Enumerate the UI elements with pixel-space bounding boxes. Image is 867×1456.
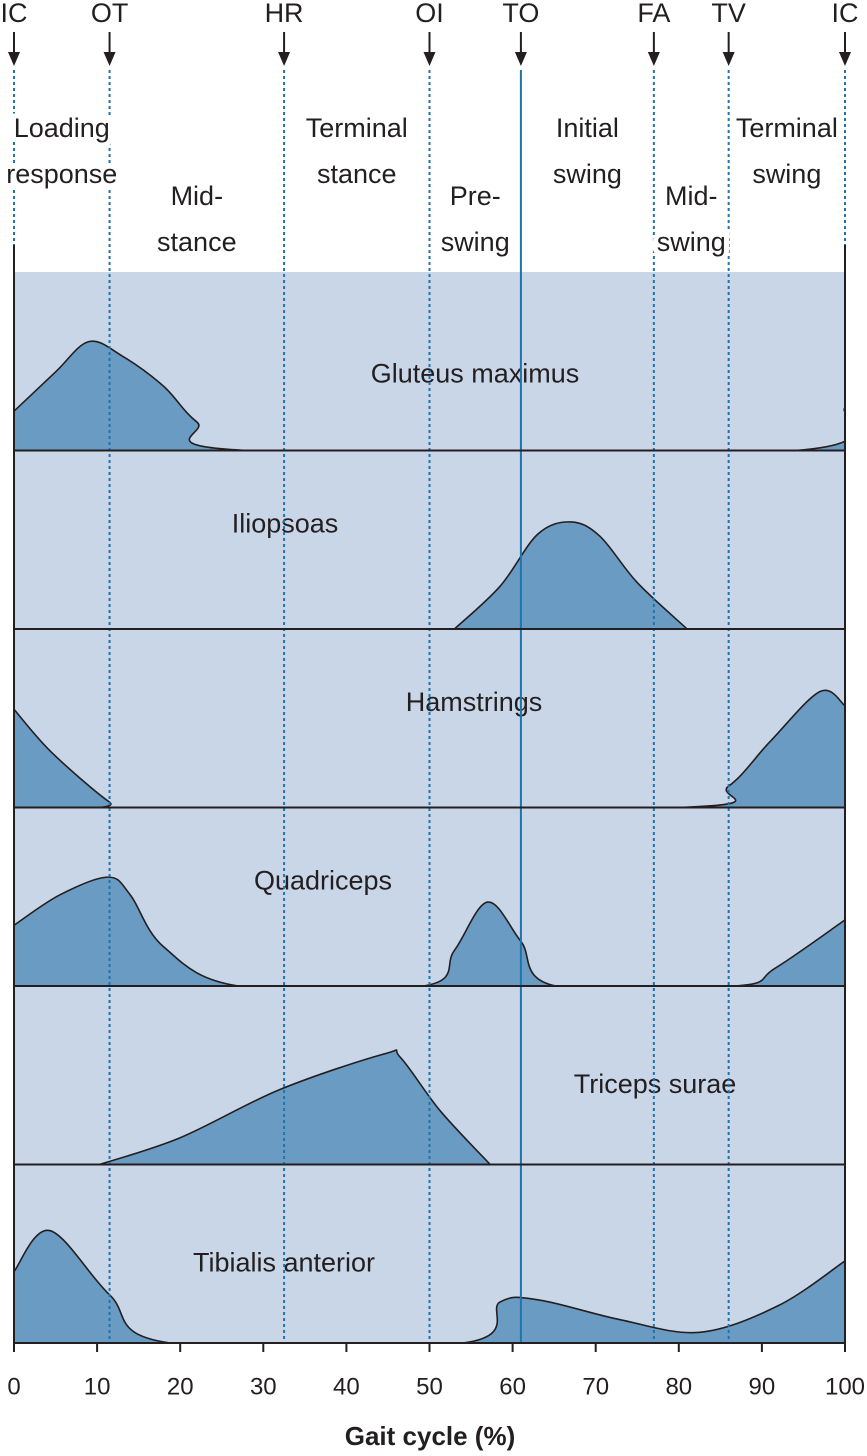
phase-label: swing (553, 159, 622, 189)
x-tick-label: 60 (499, 1373, 526, 1400)
event-arrowhead (839, 52, 851, 66)
activity-area (14, 689, 845, 808)
phase-label: swing (657, 227, 726, 257)
muscle-label: Quadriceps (254, 866, 392, 896)
event-arrowhead (514, 52, 527, 66)
phase-label: Terminal (736, 113, 838, 143)
event-label: OI (415, 0, 444, 28)
phase-label: Loading (14, 113, 110, 143)
phase-label: swing (752, 159, 821, 189)
phase-label: stance (157, 227, 237, 257)
phase-label: swing (441, 227, 510, 257)
x-tick-label: 80 (665, 1373, 692, 1400)
muscle-panel (453, 521, 689, 629)
event-label: TV (711, 0, 746, 28)
x-tick-label: 70 (582, 1373, 609, 1400)
muscle-label: Hamstrings (406, 687, 543, 717)
x-axis-title: Gait cycle (%) (345, 1421, 516, 1451)
x-tick-label: 40 (333, 1373, 360, 1400)
muscle-panel (99, 1049, 492, 1165)
event-label: IC (832, 0, 859, 28)
phase-label: Terminal (306, 113, 408, 143)
phase-label: stance (317, 159, 397, 189)
x-tick-label: 90 (749, 1373, 776, 1400)
phase-label: Mid- (665, 181, 718, 211)
x-tick-label: 30 (250, 1373, 277, 1400)
phase-label: Initial (556, 113, 619, 143)
event-arrowhead (278, 52, 291, 66)
event-label: TO (502, 0, 539, 28)
event-label: HR (265, 0, 304, 28)
x-tick-label: 20 (167, 1373, 194, 1400)
muscle-label: Triceps surae (574, 1069, 737, 1099)
event-arrowhead (103, 52, 116, 66)
muscle-label: Gluteus maximus (371, 359, 580, 389)
x-tick-label: 100 (825, 1373, 865, 1400)
x-tick-label: 10 (84, 1373, 111, 1400)
event-label: IC (1, 0, 28, 28)
event-label: FA (637, 0, 670, 28)
phase-label: response (6, 159, 117, 189)
phase-label: Mid- (171, 181, 224, 211)
muscle-panel (14, 689, 845, 808)
x-tick-label: 0 (7, 1373, 20, 1400)
event-arrowhead (722, 52, 735, 66)
event-label: OT (91, 0, 129, 28)
x-tick-label: 50 (416, 1373, 443, 1400)
phase-label: Pre- (450, 181, 501, 211)
activity-area (99, 1049, 492, 1165)
activity-area (453, 521, 689, 629)
event-arrowhead (647, 52, 660, 66)
event-arrowhead (423, 52, 436, 66)
event-arrowhead (8, 52, 20, 66)
